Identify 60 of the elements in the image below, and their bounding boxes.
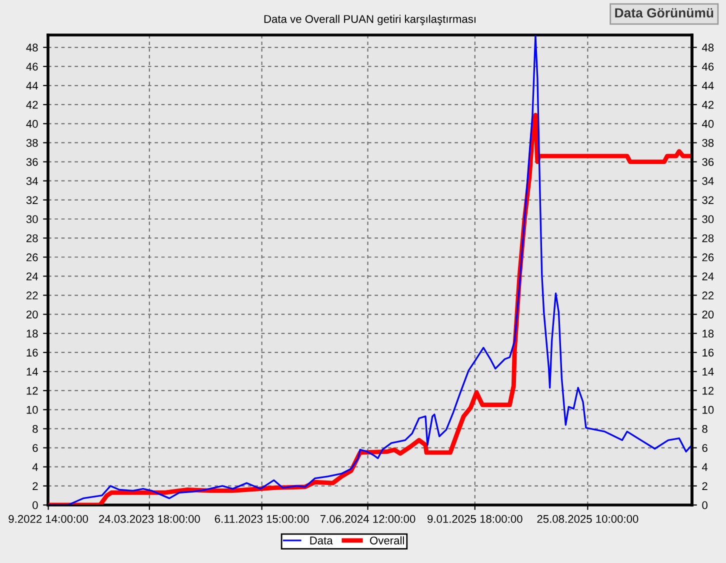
- y-tick-label: 8: [32, 425, 38, 433]
- y-tick-label: 2: [32, 482, 38, 490]
- legend-label: Data: [310, 536, 333, 544]
- y2-tick-label: 0: [702, 501, 708, 510]
- x-tick-label: 24.03.2023 18:00:00: [99, 515, 200, 523]
- y-tick-label: 16: [26, 348, 38, 357]
- y-tick-label: 26: [26, 253, 38, 262]
- y2-tick-label: 32: [702, 196, 714, 204]
- y2-tick-label: 6: [702, 444, 708, 452]
- chart-title: Data ve Overall PUAN getiri karşılaştırması: [264, 14, 476, 26]
- y-tick-label: 48: [26, 44, 38, 52]
- y2-tick-label: 34: [702, 177, 714, 185]
- x-tick-label: 9.01.2025 18:00:00: [428, 515, 522, 523]
- y-tick-label: 46: [26, 62, 38, 71]
- x-tick-label: 6.11.2023 15:00:00: [214, 515, 309, 523]
- x-tick-label: 25.08.2025 10:00:00: [537, 515, 638, 523]
- y2-tick-label: 2: [702, 482, 708, 490]
- y2-tick-label: 40: [702, 120, 714, 128]
- y-tick-label: 30: [26, 215, 38, 224]
- y2-tick-label: 46: [702, 62, 714, 71]
- y2-tick-label: 20: [702, 310, 714, 318]
- y-tick-label: 14: [26, 368, 38, 376]
- y2-tick-label: 8: [702, 425, 708, 433]
- y-tick-label: 0: [32, 501, 38, 510]
- y-tick-label: 44: [26, 82, 38, 90]
- y-tick-label: 32: [26, 196, 38, 204]
- y2-tick-label: 38: [702, 138, 714, 147]
- y2-tick-label: 4: [702, 463, 708, 471]
- legend-label: Overall: [370, 536, 404, 544]
- y-tick-label: 24: [26, 272, 38, 280]
- y-tick-label: 10: [26, 406, 38, 414]
- y2-tick-label: 22: [702, 292, 714, 300]
- y-tick-label: 38: [26, 138, 38, 147]
- y2-tick-label: 42: [702, 100, 714, 109]
- y-tick-label: 18: [26, 330, 38, 338]
- y-tick-label: 6: [32, 444, 38, 452]
- y2-tick-label: 48: [702, 44, 714, 52]
- y-tick-label: 20: [26, 310, 38, 318]
- y-tick-label: 4: [32, 463, 38, 471]
- y2-tick-label: 30: [702, 215, 714, 224]
- y2-tick-label: 14: [702, 368, 714, 376]
- x-tick-label: 9.2022 14:00:00: [8, 515, 88, 523]
- text: Data Görünümü: [615, 8, 714, 18]
- y2-tick-label: 12: [702, 386, 714, 395]
- y-tick-label: 12: [26, 386, 38, 395]
- y2-tick-label: 10: [702, 406, 714, 414]
- y2-tick-label: 28: [702, 234, 714, 242]
- y-tick-label: 34: [26, 177, 38, 185]
- y-tick-label: 22: [26, 292, 38, 300]
- y-tick-label: 28: [26, 234, 38, 242]
- y-tick-label: 40: [26, 120, 38, 128]
- y-tick-label: 42: [26, 100, 38, 109]
- y2-tick-label: 18: [702, 330, 714, 338]
- y2-tick-label: 26: [702, 253, 714, 262]
- y2-tick-label: 24: [702, 272, 714, 280]
- y2-tick-label: 36: [702, 158, 714, 166]
- y-tick-label: 36: [26, 158, 38, 166]
- y2-tick-label: 16: [702, 348, 714, 357]
- x-tick-label: 7.06.2024 12:00:00: [320, 515, 416, 523]
- y2-tick-label: 44: [702, 82, 714, 90]
